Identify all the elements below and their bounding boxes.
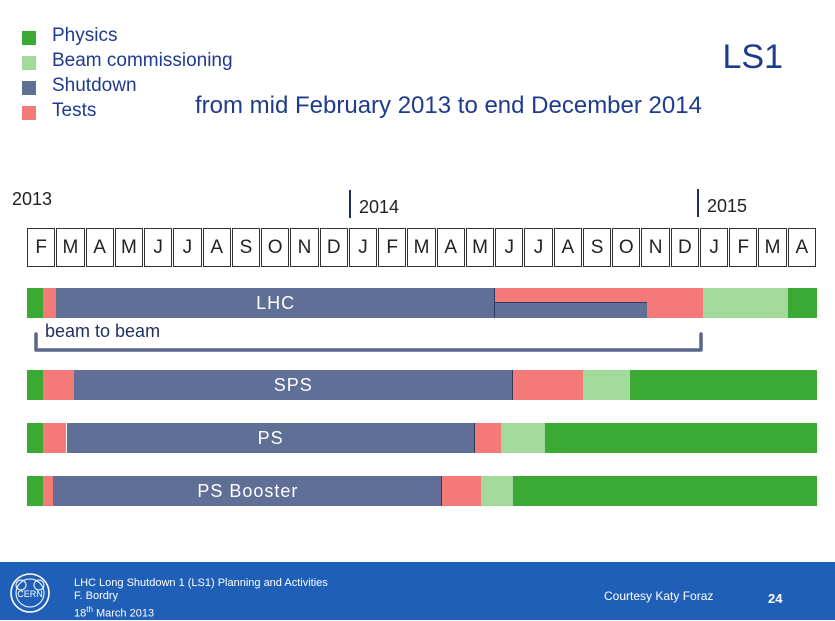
footer-date: 18th March 2013 [74, 603, 328, 621]
gantt-row-label: PS [257, 427, 284, 448]
gantt-segment-tests [43, 370, 74, 400]
footer-title: LHC Long Shutdown 1 (LS1) Planning and A… [74, 577, 328, 589]
gantt-row-ps: PS [27, 423, 817, 453]
gantt-segment-physics [787, 288, 817, 318]
gantt-segment-shutdown [73, 370, 513, 400]
legend-label: Physics [52, 25, 118, 46]
legend-swatch [22, 81, 36, 95]
month-cell: O [261, 228, 290, 267]
gantt-segment-tests [495, 288, 648, 303]
gantt-row-label: SPS [273, 374, 313, 395]
gantt-segment-shutdown [56, 288, 496, 318]
legend-label: Tests [52, 100, 97, 121]
footer-author: F. Bordry [74, 590, 119, 602]
month-cell: M [465, 228, 495, 267]
gantt-segment-beam-commissioning [702, 288, 788, 318]
month-cell: A [436, 228, 465, 267]
month-cell: F [378, 228, 407, 267]
month-cell: A [553, 228, 582, 267]
month-cell: J [348, 228, 378, 267]
gantt-segment-beam-commissioning [582, 370, 630, 400]
gantt-segment-tests [442, 476, 481, 506]
courtesy-note: Courtesy Katy Foraz [604, 589, 714, 603]
year-label-2015: 2015 [707, 196, 748, 216]
gantt-segment-physics [27, 476, 44, 506]
gantt-segment-tests [43, 288, 57, 318]
legend-swatch [22, 56, 36, 70]
gantt-segment-tests [43, 423, 67, 453]
beam-to-beam-label: beam to beam [45, 321, 161, 341]
month-cell: D [319, 228, 348, 267]
legend-swatch [22, 106, 36, 120]
cern-logo-text: CERN [17, 589, 43, 599]
gantt-segment-beam-commissioning [480, 476, 513, 506]
gantt-row-lhc: LHC [27, 288, 817, 318]
month-cell: N [641, 228, 670, 267]
year-label-2014: 2014 [359, 197, 400, 217]
month-cell: O [612, 228, 641, 267]
footer: CERN LHC Long Shutdown 1 (LS1) Planning … [0, 562, 835, 620]
month-cell: J [495, 228, 524, 267]
footer-date-day: 18 [74, 607, 87, 620]
gantt-segment-beam-commissioning [501, 423, 545, 453]
year-label-2013: 2013 [12, 189, 53, 209]
month-cell: D [670, 228, 699, 267]
month-cell: N [290, 228, 319, 267]
gantt-segment-physics [544, 423, 817, 453]
legend-label: Beam commissioning [52, 50, 233, 71]
month-cell: M [56, 228, 85, 267]
gantt-segment-physics [629, 370, 817, 400]
month-cell: J [144, 228, 173, 267]
month-cell: F [729, 228, 758, 267]
legend-swatch [22, 31, 36, 45]
gantt-segment-shutdown [53, 476, 443, 506]
page-number: 24 [768, 591, 783, 606]
cern-logo: CERN [10, 573, 50, 613]
month-cell: S [231, 228, 261, 267]
gantt-segment-tests [647, 288, 703, 318]
slide-title: LS1 [722, 38, 784, 76]
gantt-segment-physics [27, 370, 44, 400]
gantt-row-sps: SPS [27, 370, 817, 400]
month-cell: S [582, 228, 612, 267]
gantt-row-label: PS Booster [197, 480, 299, 501]
gantt-segment-shutdown [495, 302, 648, 318]
slide-subtitle: from mid February 2013 to end December 2… [195, 92, 702, 119]
month-cell: J [173, 228, 202, 267]
gantt-segment-tests [474, 423, 501, 453]
month-cell: F [27, 228, 56, 267]
gantt-segment-tests [43, 476, 54, 506]
month-cell: A [787, 228, 816, 267]
gantt-segment-shutdown [66, 423, 475, 453]
gantt-row-label: LHC [256, 292, 296, 313]
month-cell: J [524, 228, 553, 267]
legend-label: Shutdown [52, 75, 137, 96]
month-cell: M [407, 228, 436, 267]
year-divider [697, 189, 699, 217]
gantt-segment-tests [512, 370, 583, 400]
year-divider [349, 190, 351, 218]
month-cell: A [202, 228, 231, 267]
footer-credits: LHC Long Shutdown 1 (LS1) Planning and A… [74, 577, 328, 621]
month-cell: J [699, 228, 729, 267]
footer-date-rest: March 2013 [92, 607, 155, 620]
gantt-row-ps-booster: PS Booster [27, 476, 817, 506]
footer-date-suffix: th [86, 605, 93, 614]
month-cell: A [85, 228, 114, 267]
month-cell: M [114, 228, 144, 267]
month-cell: M [758, 228, 787, 267]
gantt-segment-physics [27, 288, 44, 318]
gantt-segment-physics [27, 423, 44, 453]
gantt-segment-physics [512, 476, 817, 506]
